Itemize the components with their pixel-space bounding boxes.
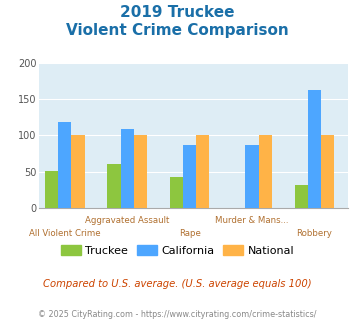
- Text: Rape: Rape: [179, 229, 201, 238]
- Bar: [183, 145, 196, 208]
- Bar: [196, 135, 209, 208]
- Bar: [134, 135, 147, 208]
- Bar: [170, 177, 183, 208]
- Text: Robbery: Robbery: [296, 229, 332, 238]
- Bar: [258, 135, 272, 208]
- Bar: [321, 135, 334, 208]
- Legend: Truckee, California, National: Truckee, California, National: [61, 245, 294, 255]
- Bar: [45, 171, 58, 208]
- Bar: [245, 146, 258, 208]
- Bar: [121, 129, 134, 208]
- Text: Aggravated Assault: Aggravated Assault: [85, 216, 169, 225]
- Bar: [308, 90, 321, 208]
- Text: 2019 Truckee: 2019 Truckee: [120, 5, 235, 20]
- Text: Compared to U.S. average. (U.S. average equals 100): Compared to U.S. average. (U.S. average …: [43, 279, 312, 289]
- Text: Violent Crime Comparison: Violent Crime Comparison: [66, 23, 289, 38]
- Bar: [295, 185, 308, 208]
- Bar: [58, 122, 71, 208]
- Text: Murder & Mans...: Murder & Mans...: [215, 216, 289, 225]
- Bar: [71, 135, 84, 208]
- Text: All Violent Crime: All Violent Crime: [29, 229, 101, 238]
- Bar: [108, 164, 121, 208]
- Text: © 2025 CityRating.com - https://www.cityrating.com/crime-statistics/: © 2025 CityRating.com - https://www.city…: [38, 310, 317, 319]
